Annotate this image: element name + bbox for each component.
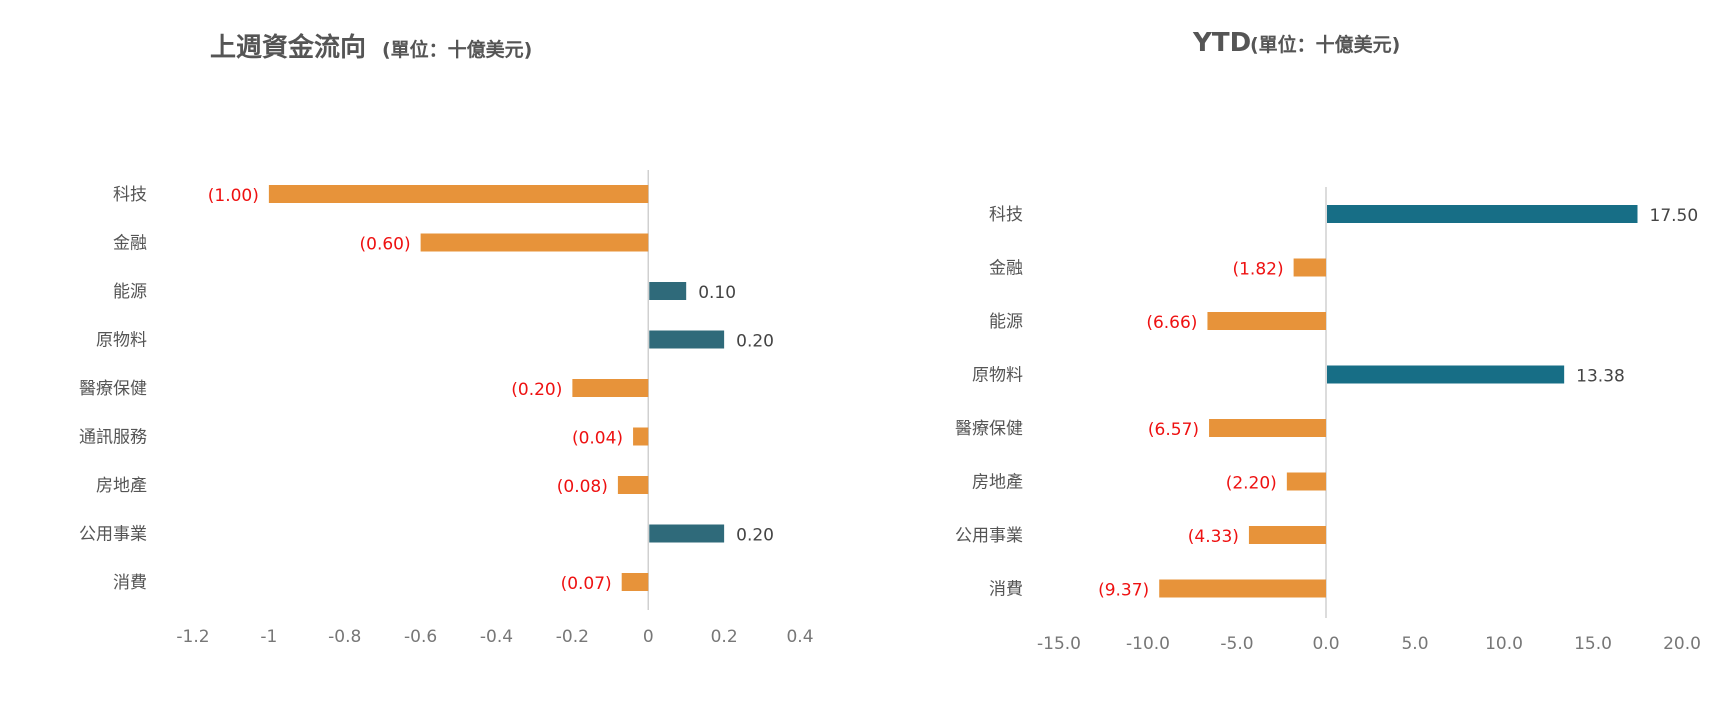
chart2-bar [1209,419,1326,437]
chart2-category-label: 科技 [989,205,1023,225]
chart2-data-label: 13.38 [1576,367,1625,387]
chart2-category-label: 金融 [989,259,1023,279]
chart1-tick-label: -0.2 [556,627,589,647]
chart1-bar [572,379,649,397]
chart1-bar [420,233,649,252]
chart1-tick-label: 0 [643,627,654,647]
chart2-category-label: 能源 [989,312,1023,332]
chart2-tick-label: 10.0 [1485,634,1523,654]
chart1-data-label: (0.04) [572,429,623,449]
chart1-tick-label: -0.8 [328,627,361,647]
chart2-tick-label: 0.0 [1312,634,1339,654]
chart2-tick-label: -15.0 [1037,634,1081,654]
chart1-bar [649,524,725,543]
chart1-bar [621,573,649,591]
chart2-data-label: (6.57) [1148,420,1199,440]
chart1-tick-label: 0.4 [786,627,813,647]
chart1-category-label: 科技 [113,185,147,205]
chart2-category-label: 消費 [989,580,1023,600]
chart2-data-label: (4.33) [1188,527,1239,547]
chart2-category-label: 原物料 [972,366,1023,386]
chart1-tick-label: 0.2 [711,627,738,647]
chart1-bar [633,427,649,446]
chart2-category-label: 醫療保健 [955,419,1023,439]
chart2-category-label: 公用事業 [955,526,1023,546]
chart1-tick-label: -0.6 [404,627,437,647]
chart1-data-label: (0.08) [557,477,608,497]
chart1-plot: -1.2 -1 -0.8 -0.6 -0.4 -0.2 0 0.2 0.4 科技 (1.00) 金融 (… [79,170,814,647]
chart2-bar [1327,205,1638,223]
chart1-data-label: (0.07) [561,574,612,594]
chart1-data-label: (0.60) [360,235,411,255]
chart2-data-label: (2.20) [1226,474,1277,494]
chart2-data-label: (1.82) [1232,260,1283,280]
chart1-tick-label: -1 [260,627,277,647]
chart2-tick-label: -10.0 [1126,634,1170,654]
chart1-tick-label: -1.2 [176,627,209,647]
chart2-data-label: 17.50 [1650,206,1699,226]
chart2-title: YTD [1192,28,1251,58]
chart2-data-label: (6.66) [1146,313,1197,333]
chart1-bar [617,476,649,494]
chart2-plot: -15.0 -10.0 -5.0 0.0 5.0 10.0 15.0 20.0 科技 17.50 金… [955,187,1701,654]
chart1-category-label: 原物料 [96,331,147,351]
chart2-subtitle: (單位：十億美元) [1250,33,1400,56]
chart1-category-label: 能源 [113,282,147,302]
chart1-category-label: 醫療保健 [79,379,147,399]
chart2-tick-label: 15.0 [1574,634,1612,654]
chart2-tick-label: 20.0 [1663,634,1701,654]
chart2-bar [1248,526,1326,544]
chart1-category-label: 房地產 [96,476,147,496]
chart1-category-label: 金融 [113,234,147,254]
chart2-bar [1207,312,1326,330]
chart1-category-label: 消費 [113,573,147,593]
chart2-category-label: 房地產 [972,473,1023,493]
chart2-tick-label: 5.0 [1401,634,1428,654]
chart1-bar [649,330,725,349]
chart2-bar [1159,579,1326,598]
chart1-category-label: 公用事業 [79,525,147,545]
chart2-bar [1293,258,1326,277]
chart1-category-label: 通訊服務 [79,428,147,448]
chart1-data-label: (1.00) [208,186,259,206]
chart1-data-label: 0.20 [736,332,774,352]
chart1-data-label: (0.20) [511,380,562,400]
chart1-data-label: 0.10 [698,283,736,303]
chart2-data-label: (9.37) [1098,581,1149,601]
chart1-tick-label: -0.4 [480,627,513,647]
chart1-bar [268,185,649,203]
chart2-tick-label: -5.0 [1220,634,1253,654]
chart1-bar [649,282,687,300]
chart2-bar [1327,365,1565,384]
chart2-bar [1286,472,1326,491]
chart1-title: 上週資金流向 [210,32,366,63]
chart1-data-label: 0.20 [736,526,774,546]
chart1-subtitle: (單位：十億美元) [382,38,532,61]
